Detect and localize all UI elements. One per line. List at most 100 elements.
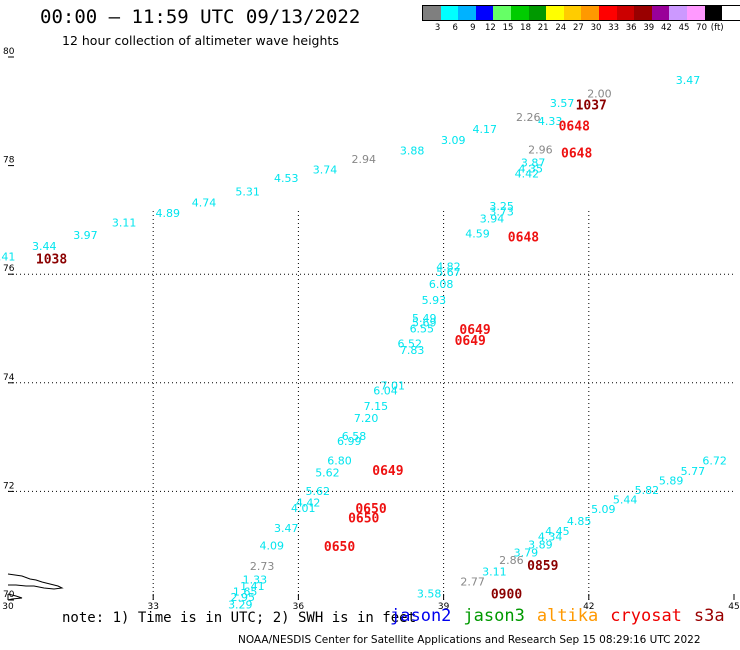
wave-height-label: 5.44 — [613, 493, 638, 506]
legend-swatch — [634, 6, 652, 20]
satellite-cryosat: cryosat — [610, 606, 682, 626]
wave-height-label: 5.62 — [306, 485, 331, 498]
wave-height-label: 2.94 — [351, 153, 376, 166]
coastline — [7, 573, 64, 590]
credit-line: NOAA/NESDIS Center for Satellite Applica… — [238, 634, 701, 646]
map-subtitle: 12 hour collection of altimeter wave hei… — [62, 33, 339, 48]
wave-height-label: 4.45 — [545, 525, 570, 538]
wave-height-label: 6.80 — [327, 454, 352, 467]
satellite-altika: altika — [536, 606, 599, 626]
wave-height-label: 5.49 — [412, 312, 437, 325]
wave-height-label: 2.26 — [516, 111, 541, 124]
legend-label: 9 — [470, 23, 476, 33]
wave-height-label: 3.57 — [550, 97, 575, 110]
legend-swatch — [510, 6, 529, 20]
wave-height-label: 2.00 — [587, 88, 612, 101]
x-tick-label: 42 — [583, 602, 594, 612]
wave-height-label: 5.67 — [436, 266, 461, 279]
legend-label: 6 — [452, 23, 458, 33]
satellite-jason3: jason3 — [463, 606, 525, 626]
legend-label: 27 — [572, 23, 584, 33]
wave-height-label: 3.73 — [489, 206, 514, 219]
wave-height-label: 3.47 — [274, 522, 299, 535]
legend-swatch — [669, 6, 687, 20]
wave-height-label: 2.86 — [499, 554, 524, 567]
y-tick-label: 70 — [3, 590, 15, 600]
wave-height-label: 4.53 — [274, 172, 299, 185]
observation-time-label: 0649 — [372, 464, 403, 479]
wave-height-label: 6.72 — [702, 454, 727, 467]
map-title: 00:00 – 11:59 UTC 09/13/2022 — [40, 6, 361, 28]
legend-swatches — [422, 5, 740, 21]
wave-height-label: 5.31 — [235, 185, 260, 198]
wave-height-label: 3.88 — [400, 145, 425, 158]
legend-swatch — [458, 6, 476, 20]
wave-height-label: 4.09 — [260, 540, 285, 553]
wave-height-label: 6.99 — [337, 435, 362, 448]
wave-height-label: 3.79 — [514, 547, 539, 560]
legend-swatch — [440, 6, 459, 20]
wave-height-label: 7.01 — [381, 379, 406, 392]
wave-height-label: 6.58 — [342, 430, 367, 443]
legend-swatch — [651, 6, 670, 20]
color-legend: 3 6 9 12 15 18 21 24 27 30 33 36 39 42 45 70 (ft) — [422, 5, 740, 33]
wave-height-label: 1.33 — [243, 574, 268, 587]
wave-height-label: 3.58 — [417, 587, 442, 600]
wave-height-label: 2.96 — [528, 144, 553, 157]
observation-time-label: 0859 — [527, 559, 558, 574]
observation-time-label: 0650 — [324, 540, 355, 555]
legend-label: 12 — [484, 23, 496, 33]
wave-height-label: 3.47 — [676, 74, 701, 87]
wave-height-label: 4.42 — [296, 497, 321, 510]
wave-height-label: 4.74 — [192, 196, 217, 209]
x-tick-label: 45 — [728, 602, 739, 612]
wave-height-label: 4.33 — [538, 115, 563, 128]
wave-height-label: 3.11 — [482, 566, 507, 579]
wave-height-label: 5.82 — [635, 484, 660, 497]
wave-height-label: 7.15 — [364, 400, 389, 413]
wave-height-label: 4.42 — [515, 168, 540, 181]
observation-time-label: 0649 — [455, 334, 486, 349]
y-tick-label: 80 — [3, 47, 15, 57]
wave-height-label: 4.89 — [155, 207, 180, 220]
observation-time-label: 1037 — [576, 99, 607, 114]
wave-height-label: 4.17 — [472, 123, 497, 136]
observation-time-label: 0650 — [348, 511, 379, 526]
legend-label: 3 — [434, 23, 441, 33]
y-tick-label: 72 — [3, 481, 14, 491]
wave-height-label: 4.35 — [518, 163, 543, 176]
y-tick-label: 74 — [3, 373, 15, 383]
legend-label: 24 — [555, 23, 567, 33]
coastline — [7, 593, 23, 601]
legend-swatch — [423, 6, 441, 20]
legend-label: 21 — [537, 23, 549, 33]
wave-height-label: 7.20 — [354, 412, 379, 425]
legend-swatch — [686, 6, 705, 20]
wave-height-label: 4.01 — [291, 502, 316, 515]
legend-label: 18 — [520, 23, 532, 33]
legend-label: 15 — [502, 23, 514, 33]
wave-height-label: 5.77 — [681, 465, 706, 478]
wave-height-label: 3.11 — [112, 216, 137, 229]
observation-time-label: 0900 — [491, 587, 522, 602]
satellite-s3a: s3a — [693, 606, 725, 626]
wave-height-label: 3.25 — [489, 200, 514, 213]
wave-height-label: 3.44 — [32, 240, 57, 253]
legend-swatch — [563, 6, 582, 20]
wave-height-label: 5.09 — [591, 503, 616, 516]
satellite-key: jason2 jason3 altika cryosat s3a — [390, 606, 737, 626]
legend-swatch — [546, 6, 564, 20]
legend-swatch — [581, 6, 599, 20]
wave-height-label: 4.82 — [436, 260, 461, 273]
wave-height-label: 6.52 — [397, 338, 422, 351]
legend-swatch — [616, 6, 635, 20]
x-tick-label: 36 — [293, 602, 305, 612]
footnote: note: 1) Time is in UTC; 2) SWH is in fe… — [62, 610, 417, 626]
legend-label: 45 — [678, 23, 690, 33]
wave-height-label: 6.08 — [429, 278, 454, 291]
wave-height-label: 4.59 — [465, 227, 490, 240]
wave-height-label: 6.04 — [373, 385, 398, 398]
legend-swatch — [475, 6, 494, 20]
wave-height-label: 4.34 — [538, 530, 563, 543]
wave-height-label: 3.87 — [521, 157, 546, 170]
